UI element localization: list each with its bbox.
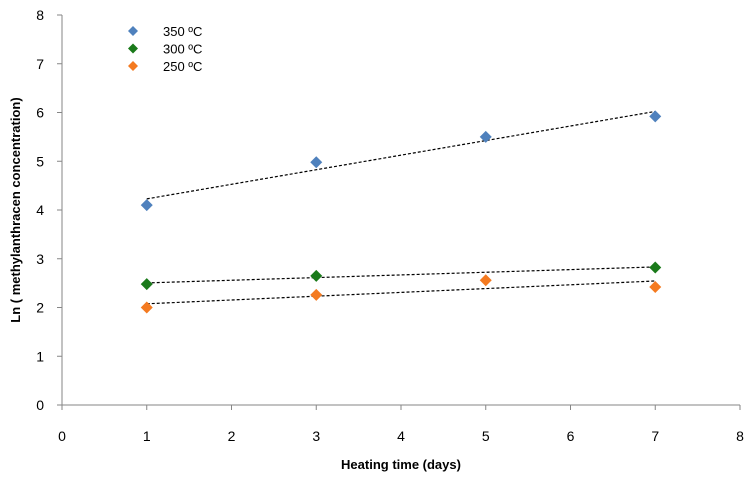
x-tick-label: 6 [567,428,575,444]
x-tick-label: 4 [397,428,405,444]
data-point-series-3 [649,281,662,294]
x-tick-label: 5 [482,428,490,444]
data-point-series-2 [310,269,323,282]
markers [140,110,662,314]
y-tick-label: 1 [36,348,44,364]
data-point-series-3 [310,288,323,301]
data-point-series-1 [310,156,323,169]
legend-marker [128,26,138,36]
trendline-series-1 [146,110,656,200]
x-tick-label: 7 [651,428,659,444]
y-tick-label: 5 [36,153,44,169]
legend-marker [128,43,138,54]
data-point-series-1 [479,130,492,143]
y-tick-label: 6 [36,105,44,121]
trendlines [146,110,656,305]
x-axis-title: Heating time (days) [341,457,461,472]
legend-label: 250 ºC [163,59,202,74]
legend-label: 300 ºC [163,42,202,57]
data-point-series-3 [479,274,492,287]
x-tick-label: 8 [736,428,744,444]
legend-label: 350 ºC [163,24,202,39]
data-point-series-1 [649,110,662,123]
y-axis-title: Ln ( methylanthracen concentration) [8,97,23,322]
y-tick-label: 7 [36,56,44,72]
data-point-series-1 [140,199,153,212]
data-point-series-2 [140,278,153,291]
data-point-series-2 [649,261,662,274]
trendline-series-2 [146,266,656,284]
data-point-series-3 [140,301,153,314]
x-ticks: 0 1 2 3 4 5 6 7 8 [58,405,744,444]
y-tick-label: 4 [36,202,44,218]
x-tick-label: 3 [312,428,320,444]
x-tick-label: 2 [228,428,236,444]
x-tick-label: 0 [58,428,66,444]
y-tick-label: 2 [36,300,44,316]
legend: 350 ºC 300 ºC 250 ºC [128,24,202,74]
y-tick-label: 3 [36,251,44,267]
y-tick-label: 8 [36,7,44,23]
trendline-series-3 [146,280,656,305]
y-tick-label: 0 [36,397,44,413]
legend-marker [128,61,138,71]
x-tick-label: 1 [143,428,151,444]
y-ticks: 0 1 2 3 4 5 6 7 8 [36,7,62,413]
